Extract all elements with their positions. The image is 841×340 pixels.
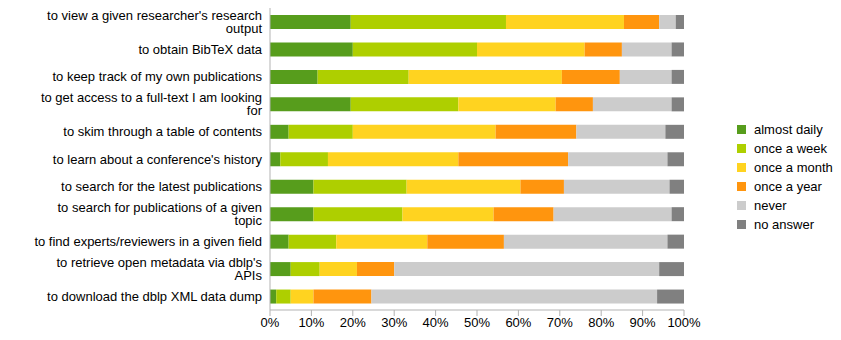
svg-text:80%: 80%: [588, 315, 614, 330]
svg-text:20%: 20%: [340, 315, 366, 330]
svg-text:to skim through a table of con: to skim through a table of contents: [63, 124, 262, 139]
html-text:never: never: [754, 198, 787, 213]
svg-text:to search for the latest publi: to search for the latest publications: [61, 179, 262, 194]
svg-text:to get access to a full-text I: to get access to a full-text I am lookin…: [41, 90, 263, 118]
html-text:almost daily: almost daily: [754, 122, 823, 137]
svg-text:to download the dblp XML data: to download the dblp XML data dump: [47, 289, 262, 304]
html-text:once a year: once a year: [754, 179, 822, 194]
svg-text:40%: 40%: [423, 315, 449, 330]
svg-text:to keep track of my own public: to keep track of my own publications: [52, 69, 262, 84]
svg-text:to retrieve open metadata via: to retrieve open metadata via dblp'sAPIs: [56, 255, 262, 283]
svg-text:to view a given researcher's r: to view a given researcher's researchout…: [47, 8, 262, 36]
svg-text:to obtain BibTeX data: to obtain BibTeX data: [138, 42, 262, 57]
html-text:no answer: no answer: [754, 217, 814, 232]
html-text:once a month: once a month: [754, 160, 833, 175]
svg-text:10%: 10%: [298, 315, 324, 330]
svg-text:50%: 50%: [464, 315, 490, 330]
svg-text:90%: 90%: [630, 315, 656, 330]
svg-text:to find experts/reviewers in a: to find experts/reviewers in a given fie…: [34, 234, 262, 249]
html-text:once a week: once a week: [754, 141, 827, 156]
svg-text:0%: 0%: [261, 315, 280, 330]
svg-text:to learn about a conference's: to learn about a conference's history: [53, 152, 263, 167]
svg-text:70%: 70%: [547, 315, 573, 330]
svg-text:30%: 30%: [381, 315, 407, 330]
svg-text:100%: 100%: [667, 315, 701, 330]
svg-text:60%: 60%: [505, 315, 531, 330]
svg-text:to search for publications of: to search for publications of a giventop…: [57, 200, 262, 228]
